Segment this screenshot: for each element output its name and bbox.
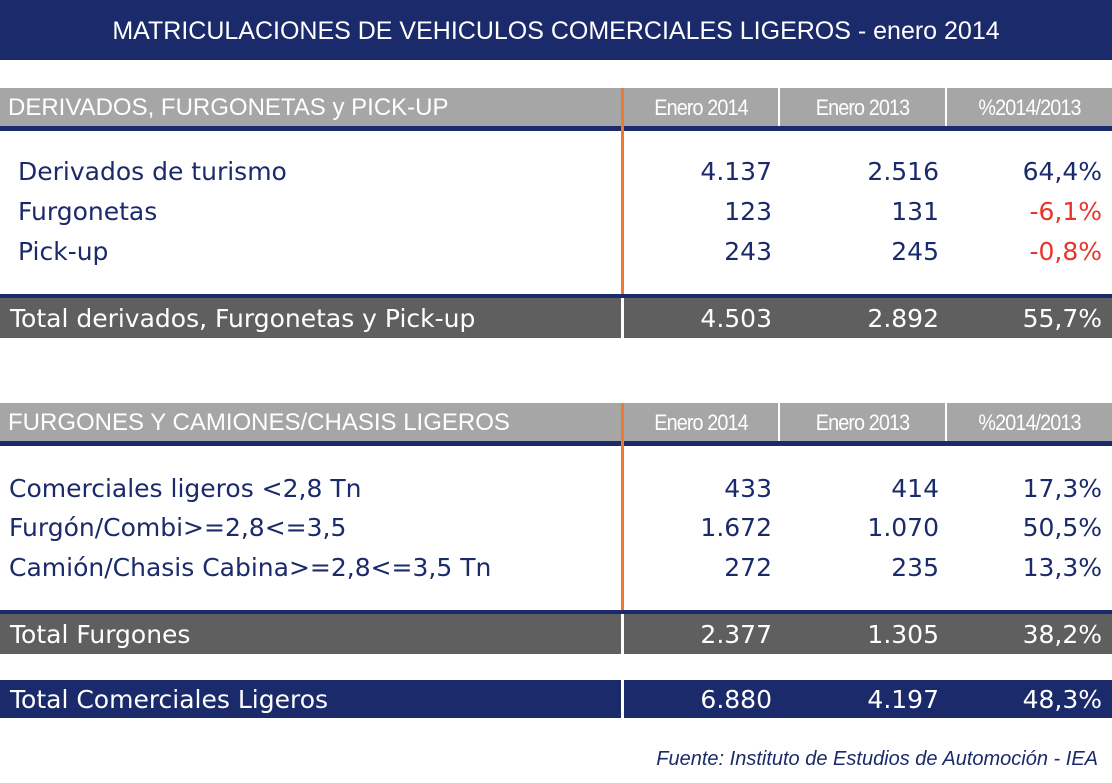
section1-label: DERIVADOS, FURGONETAS y PICK-UP [8, 94, 449, 121]
section2-label: FURGONES Y CAMIONES/CHASIS LIGEROS [8, 409, 510, 436]
col-enero-2014: Enero 2014 [654, 410, 748, 435]
col-enero-2013: Enero 2013 [815, 95, 910, 120]
page-title: MATRICULACIONES DE VEHICULOS COMERCIALES… [0, 0, 1112, 60]
orange-divider [621, 88, 624, 295]
table-row: Pick-up 243 245 -0,8% [18, 237, 1102, 266]
table-row: Derivados de turismo 4.137 2.516 64,4% [18, 157, 1102, 186]
orange-divider [621, 403, 624, 611]
col-pct: %2014/2013 [978, 95, 1081, 120]
col-enero-2013: Enero 2013 [815, 410, 910, 435]
section1-total-row: Total derivados, Furgonetas y Pick-up 4.5… [0, 294, 1112, 338]
table-row: Camión/Chasis Cabina>=2,8<=3,5 Tn 272 235 1… [9, 553, 1102, 582]
table-row: Furgonetas 123 131 -6,1% [18, 197, 1102, 226]
section2-header: FURGONES Y CAMIONES/CHASIS LIGEROS Enero… [0, 403, 1112, 446]
grand-total-row: Total Comerciales Ligeros 6.880 4.197 48,3% [0, 680, 1112, 718]
section2-total-row: Total Furgones 2.377 1.305 38,2% [0, 610, 1112, 654]
source-note: Fuente: Instituto de Estudios de Automoc… [656, 748, 1098, 770]
table-row: Furgón/Combi>=2,8<=3,5 1.672 1.070 50,5% [9, 513, 1102, 542]
col-pct: %2014/2013 [978, 410, 1081, 435]
table-row: Comerciales ligeros <2,8 Tn 433 414 17,3% [9, 474, 1102, 503]
section1-header: DERIVADOS, FURGONETAS y PICK-UP Enero 20… [0, 88, 1112, 131]
col-enero-2014: Enero 2014 [654, 95, 748, 120]
